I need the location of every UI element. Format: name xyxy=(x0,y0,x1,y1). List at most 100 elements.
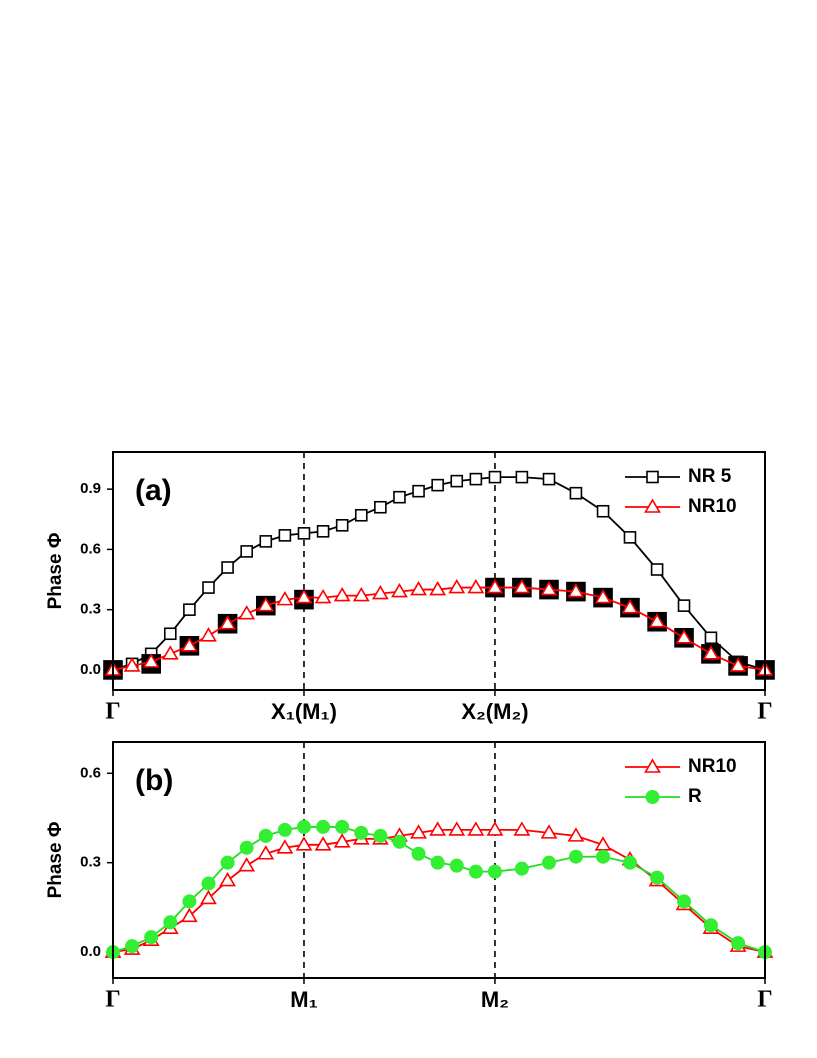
marker xyxy=(354,508,368,522)
marker xyxy=(596,849,611,864)
marker xyxy=(411,846,426,861)
marker xyxy=(257,597,275,612)
y-tick-label: 0.6 xyxy=(80,764,101,781)
marker xyxy=(448,821,466,836)
marker xyxy=(412,484,425,498)
legend-marker xyxy=(646,470,659,484)
marker xyxy=(569,486,583,500)
series-line xyxy=(112,829,766,953)
marker xyxy=(450,474,464,488)
marker xyxy=(449,858,464,873)
marker xyxy=(567,827,585,842)
marker xyxy=(314,589,332,604)
marker xyxy=(486,578,504,594)
x-tick-label: Γ xyxy=(105,987,120,1013)
x-tick-label: Γ xyxy=(105,699,120,725)
marker xyxy=(238,605,256,620)
marker xyxy=(335,819,350,834)
marker xyxy=(468,864,483,879)
marker xyxy=(182,894,197,909)
marker xyxy=(125,939,140,954)
marker xyxy=(354,825,369,840)
marker xyxy=(621,599,639,614)
marker xyxy=(314,836,332,851)
marker xyxy=(221,561,234,574)
marker xyxy=(371,585,389,600)
marker xyxy=(142,653,160,668)
y-tick-label: 0.3 xyxy=(80,854,101,871)
marker xyxy=(240,545,253,558)
marker xyxy=(467,821,485,836)
marker xyxy=(540,824,558,839)
marker xyxy=(200,889,217,905)
marker xyxy=(276,591,294,606)
marker xyxy=(542,472,556,486)
marker xyxy=(513,578,531,594)
legend-marker xyxy=(644,498,661,513)
marker xyxy=(316,525,330,538)
marker xyxy=(163,627,177,641)
y-tick-label: 0.0 xyxy=(80,661,101,678)
marker xyxy=(596,504,610,518)
legend-marker xyxy=(644,758,661,773)
marker xyxy=(200,627,217,642)
legend-label: NR10 xyxy=(688,496,737,517)
y-tick-label: 0.9 xyxy=(80,480,101,497)
marker xyxy=(201,876,216,891)
y-tick-label: 0.0 xyxy=(80,943,101,960)
marker xyxy=(392,834,407,849)
marker xyxy=(335,519,349,532)
marker xyxy=(731,936,746,951)
panel-label: (b) xyxy=(135,764,173,797)
marker xyxy=(410,580,427,596)
x-tick-label: X₂(M₂) xyxy=(461,699,528,724)
marker xyxy=(220,855,235,870)
marker xyxy=(316,819,331,834)
legend-label: NR10 xyxy=(688,756,737,777)
marker xyxy=(295,589,313,604)
marker xyxy=(277,822,292,837)
x-tick-label: X₁(M₁) xyxy=(271,699,337,724)
marker xyxy=(297,527,311,540)
series-line xyxy=(112,586,766,671)
marker xyxy=(675,629,693,644)
marker xyxy=(202,581,215,594)
marker xyxy=(515,470,529,484)
x-tick-label: M₂ xyxy=(481,987,509,1012)
marker xyxy=(542,855,557,870)
marker xyxy=(677,894,692,909)
marker xyxy=(623,531,637,544)
x-tick-label: Γ xyxy=(757,987,772,1013)
marker xyxy=(391,582,408,598)
marker xyxy=(429,821,447,836)
marker xyxy=(352,587,370,602)
marker xyxy=(650,870,665,885)
marker xyxy=(677,599,691,612)
marker xyxy=(594,589,612,604)
marker xyxy=(144,930,159,945)
panel-label: (a) xyxy=(135,474,172,507)
marker xyxy=(568,849,583,864)
y-tick-label: 0.3 xyxy=(80,601,101,618)
marker xyxy=(258,828,273,843)
marker xyxy=(650,563,664,576)
marker xyxy=(374,500,387,514)
marker xyxy=(278,529,292,542)
marker xyxy=(123,657,141,672)
marker xyxy=(180,907,198,923)
marker xyxy=(183,603,196,616)
marker xyxy=(373,828,388,843)
marker xyxy=(219,871,236,887)
marker xyxy=(513,821,531,836)
y-tick-label: 0.6 xyxy=(80,540,101,557)
marker xyxy=(259,535,273,548)
marker xyxy=(239,840,254,855)
y-axis-label: Phase Φ xyxy=(45,532,66,609)
marker xyxy=(488,470,502,484)
marker xyxy=(295,836,313,851)
marker xyxy=(487,864,502,879)
marker xyxy=(702,645,720,660)
marker xyxy=(567,582,585,598)
marker xyxy=(514,861,529,876)
